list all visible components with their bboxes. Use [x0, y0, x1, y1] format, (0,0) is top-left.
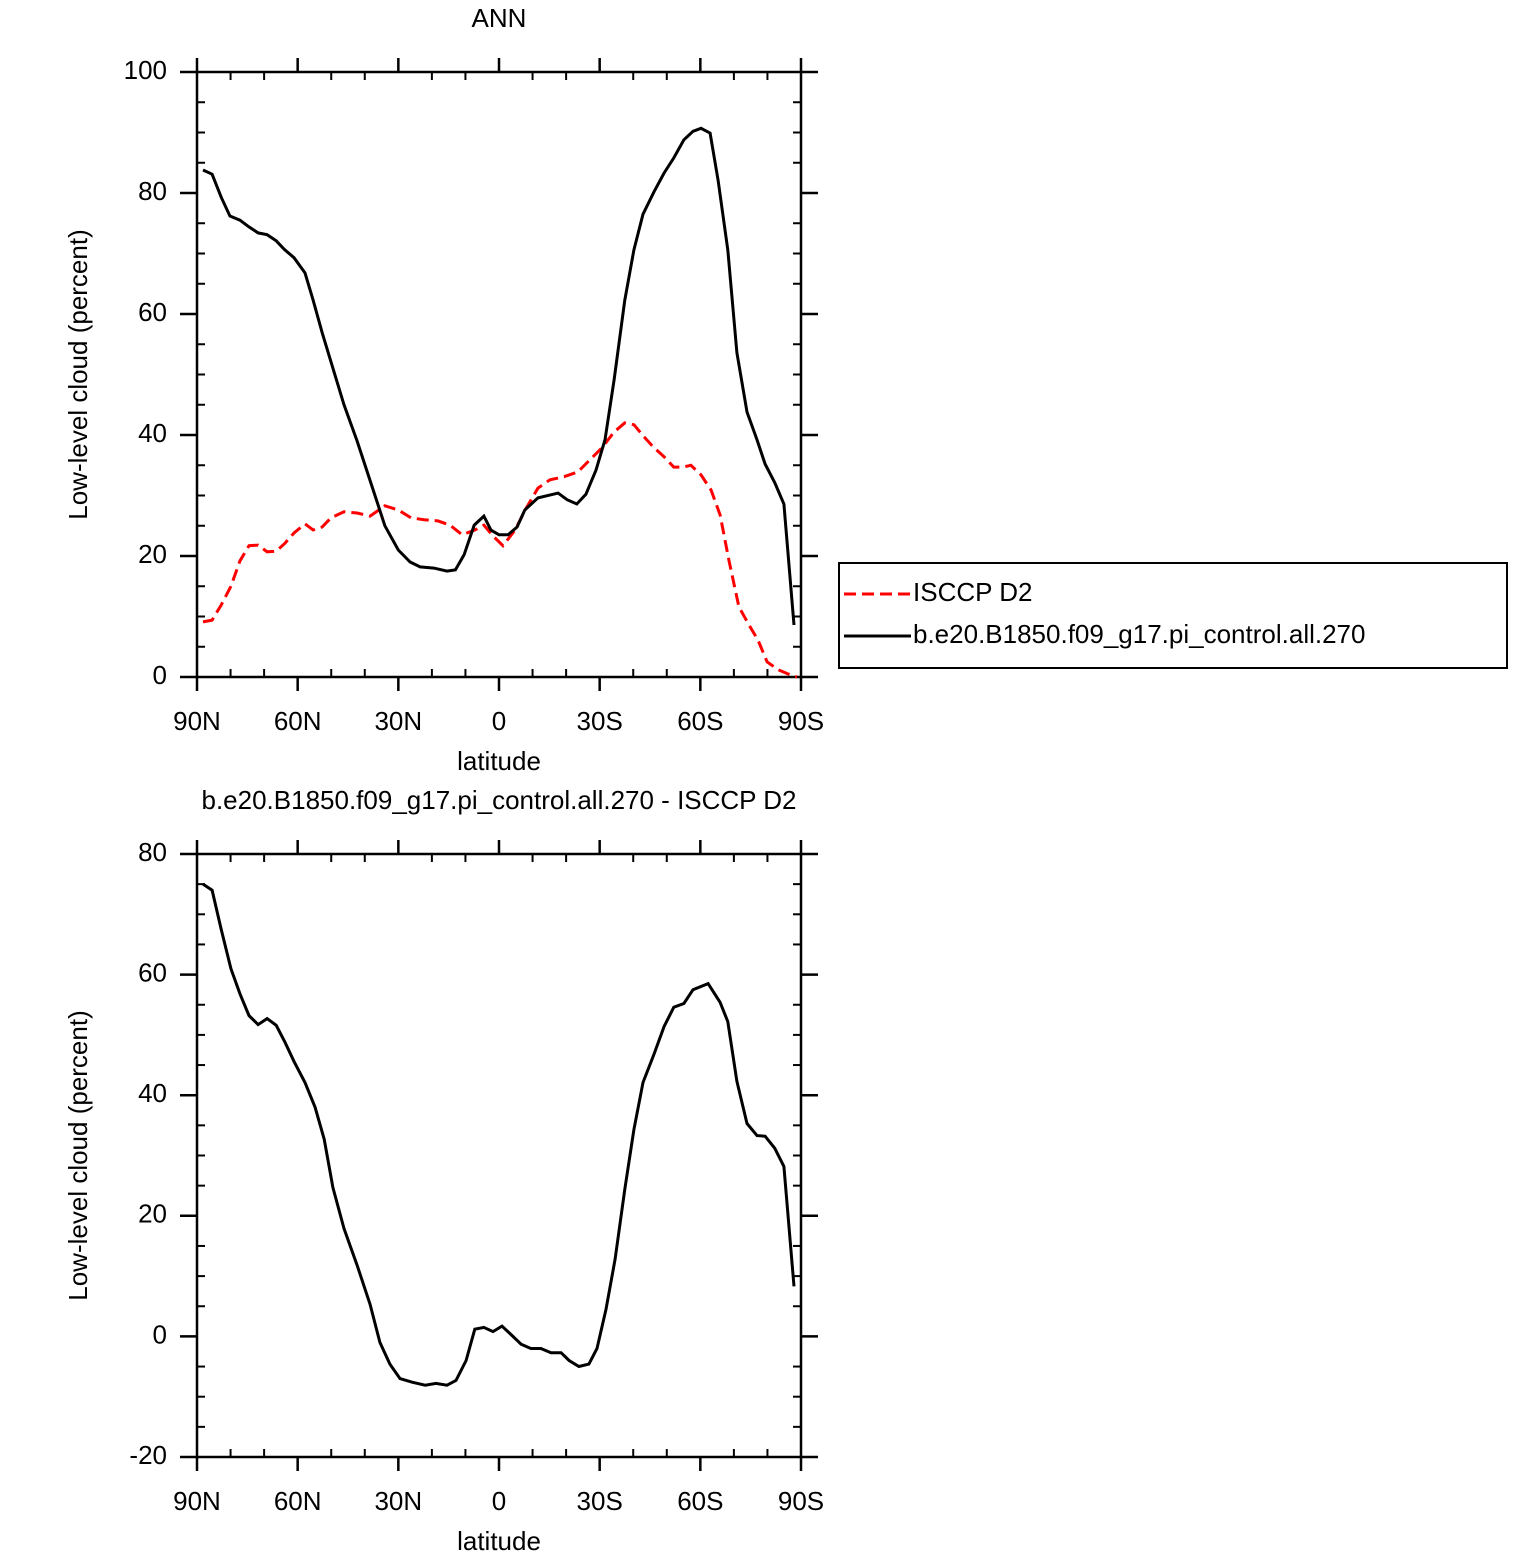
data-line — [202, 421, 798, 679]
y-tick-label: -20 — [129, 1440, 167, 1470]
y-tick-label: 40 — [138, 1078, 167, 1108]
y-tick-label: 20 — [138, 1199, 167, 1229]
y-tick-label: 100 — [124, 55, 167, 85]
x-tick-label: 30N — [374, 706, 422, 736]
x-tick-label: 90S — [778, 1486, 824, 1516]
y-tick-label: 0 — [153, 660, 167, 690]
x-tick-label: 0 — [492, 1486, 506, 1516]
y-tick-label: 80 — [138, 837, 167, 867]
x-tick-label: 60N — [274, 706, 322, 736]
y-tick-label: 40 — [138, 418, 167, 448]
x-tick-label: 60S — [677, 706, 723, 736]
y-tick-label: 80 — [138, 176, 167, 206]
legend-box — [838, 562, 1508, 669]
y-axis-label: Low-level cloud (percent) — [63, 229, 93, 519]
x-tick-label: 90N — [173, 706, 221, 736]
x-tick-label: 90S — [778, 706, 824, 736]
x-axis-label: latitude — [457, 746, 541, 776]
y-tick-label: 60 — [138, 297, 167, 327]
x-tick-label: 30S — [577, 706, 623, 736]
data-line — [202, 126, 796, 626]
y-tick-label: 0 — [153, 1319, 167, 1349]
y-tick-label: 60 — [138, 957, 167, 987]
data-line — [202, 882, 796, 1387]
x-tick-label: 0 — [492, 706, 506, 736]
x-axis-label: latitude — [457, 1526, 541, 1556]
x-tick-label: 30S — [577, 1486, 623, 1516]
x-tick-label: 90N — [173, 1486, 221, 1516]
x-tick-label: 30N — [374, 1486, 422, 1516]
x-tick-label: 60N — [274, 1486, 322, 1516]
plot-frame — [195, 70, 803, 679]
y-axis-label: Low-level cloud (percent) — [63, 1010, 93, 1300]
x-tick-label: 60S — [677, 1486, 723, 1516]
chart-title: ANN — [472, 3, 527, 33]
chart-title: b.e20.B1850.f09_g17.pi_control.all.270 -… — [201, 785, 796, 815]
plot-frame — [195, 852, 803, 1459]
legend-label: b.e20.B1850.f09_g17.pi_control.all.270 — [913, 619, 1365, 649]
legend-label: ISCCP D2 — [913, 577, 1032, 607]
y-tick-label: 20 — [138, 539, 167, 569]
